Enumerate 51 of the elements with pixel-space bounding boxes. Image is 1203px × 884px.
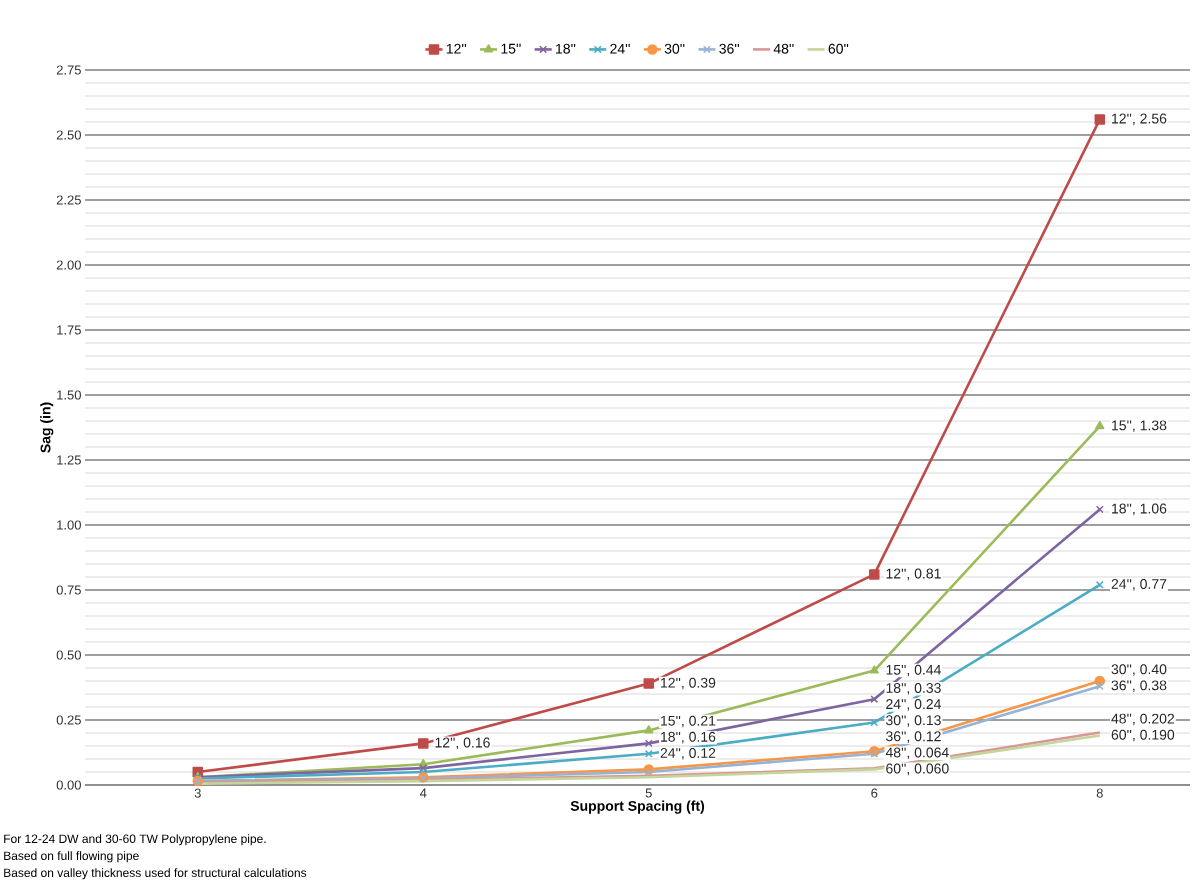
data-label: 60'', 0.060	[886, 763, 949, 776]
x-tick-label: 6	[871, 788, 878, 798]
legend-label: 36''	[719, 43, 739, 54]
y-tick-label: 1.25	[57, 455, 81, 465]
text: For 12-24 DW and 30-60 TW Polypropylene pipe.	[4, 834, 266, 846]
data-label: 30'', 0.13	[886, 715, 941, 727]
data-label: 18'', 0.33	[886, 682, 941, 695]
legend-label: 30''	[664, 43, 685, 54]
text: Based on valley thickness used for structural calculations	[4, 868, 307, 880]
y-tick-label: 1.50	[57, 390, 81, 400]
legend-label: 24''	[610, 43, 630, 54]
data-label: 12'', 0.81	[886, 568, 941, 581]
data-label: 30'', 0.40	[1111, 664, 1167, 676]
data-label: 36'', 0.38	[1111, 680, 1167, 692]
y-tick-label: 0.50	[56, 650, 81, 660]
y-tick-label: 0.00	[56, 780, 81, 790]
y-tick-label: 2.00	[56, 260, 81, 270]
data-label: 15'', 0.44	[886, 664, 941, 677]
text: Based on full flowing pipe	[4, 851, 139, 863]
y-tick-label: 2.25	[56, 195, 81, 205]
data-label: 12'', 2.56	[1112, 113, 1167, 126]
x-tick-label: 3	[194, 788, 201, 798]
x-tick-label: 5	[645, 788, 652, 798]
data-label: 18'', 1.06	[1112, 503, 1167, 516]
legend-label: 18''	[556, 43, 576, 54]
data-label: 60'', 0.190	[1111, 729, 1175, 742]
data-label: 15'', 1.38	[1112, 420, 1167, 432]
data-label: 12'', 0.39	[661, 677, 716, 690]
y-tick-label: 1.00	[57, 520, 81, 530]
y-tick-label: 0.25	[56, 715, 81, 725]
y-tick-label: 1.75	[57, 325, 81, 335]
x-tick-label: 4	[419, 788, 427, 798]
x-axis-title: Support Spacing (ft)	[570, 800, 705, 814]
legend-label: 15''	[501, 43, 521, 54]
y-tick-label: 2.75	[56, 65, 81, 75]
legend-label: 48''	[773, 43, 794, 54]
y-axis-title: Sag (in)	[40, 402, 54, 453]
data-label: 15'', 0.21	[661, 715, 716, 728]
y-tick-label: 2.50	[56, 130, 81, 140]
legend-label: 60''	[828, 43, 849, 54]
y-tick-label: 0.75	[56, 585, 81, 595]
data-label: 24'', 0.24	[886, 699, 941, 711]
data-label: 18'', 0.16	[661, 731, 716, 744]
data-label: 36'', 0.12	[886, 731, 941, 743]
data-label: 24'', 0.77	[1111, 578, 1167, 591]
data-label: 48'', 0.202	[1111, 713, 1175, 726]
data-label: 12'', 0.16	[435, 737, 490, 750]
data-label: 24'', 0.12	[660, 747, 716, 760]
data-label: 48'', 0.064	[885, 747, 949, 760]
legend-label: 12''	[446, 43, 467, 54]
x-tick-label: 8	[1096, 788, 1103, 798]
